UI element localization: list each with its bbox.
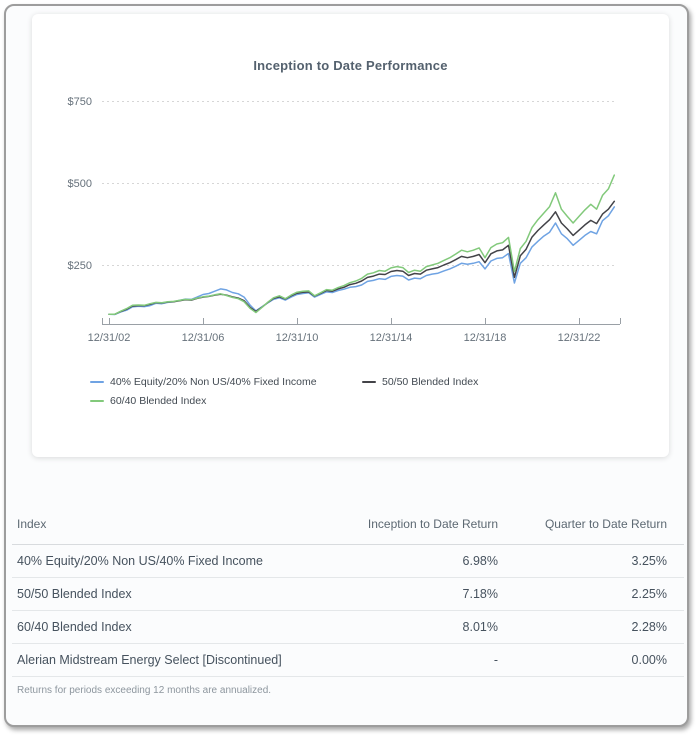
legend-item-label: 50/50 Blended Index [382,375,479,388]
col-header-inception-return: Inception to Date Return [328,511,498,545]
legend-dash-icon [362,380,376,383]
chart-legend: 40% Equity/20% Non US/40% Fixed Income 50… [90,372,650,410]
index-name-cell: 60/40 Blended Index [12,610,328,644]
x-axis-label: 12/31/22 [558,332,601,344]
table-row: Alerian Midstream Energy Select [Discont… [12,643,684,677]
x-axis-label: 12/31/14 [370,332,413,344]
return-value-cell: 3.25% [498,544,684,578]
table-header-row: Index Inception to Date Return Quarter t… [12,511,684,545]
legend-item-label: 40% Equity/20% Non US/40% Fixed Income [110,375,317,388]
index-name-cell: 40% Equity/20% Non US/40% Fixed Income [12,544,328,578]
chart-title: Inception to Date Performance [253,58,448,73]
y-axis-label: $750 [68,96,92,108]
performance-chart-card: Inception to Date Performance $250 $500 $7… [32,14,669,457]
series-line-60-40-blended-index [108,174,616,315]
return-value-cell: 2.25% [498,577,684,611]
legend-dash-icon [90,380,104,383]
legend-item-label: 60/40 Blended Index [110,394,207,407]
returns-table: Index Inception to Date Return Quarter t… [12,511,684,677]
report-window: Inception to Date Performance $250 $500 $7… [4,4,689,727]
index-name-cell: 50/50 Blended Index [12,577,328,611]
returns-table-section: Index Inception to Date Return Quarter t… [12,511,684,696]
x-axis-label: 12/31/18 [464,332,507,344]
y-axis-label: $250 [68,260,92,272]
table-footnote: Returns for periods exceeding 12 months … [17,685,272,696]
table-row: 60/40 Blended Index 8.01% 2.28% [12,610,684,644]
legend-dash-icon [90,399,104,402]
return-value-cell: 6.98% [328,544,498,578]
legend-item-60-40-blended-index[interactable]: 60/40 Blended Index [90,391,362,410]
col-header-quarter-return: Quarter to Date Return [498,511,684,545]
x-axis-label: 12/31/06 [182,332,225,344]
return-value-cell: 2.28% [498,610,684,644]
index-name-cell: Alerian Midstream Energy Select [Discont… [12,643,328,677]
col-header-index: Index [12,511,328,545]
return-value-cell: - [328,643,498,677]
return-value-cell: 7.18% [328,577,498,611]
table-row: 50/50 Blended Index 7.18% 2.25% [12,577,684,611]
y-axis-label: $500 [68,178,92,190]
performance-chart: $250 $500 $750 12/31/02 12/31/06 12/31/10 12/3… [68,96,621,344]
series-line-40-equity-20-non-us-40-fixed-income [108,206,616,316]
table-row: 40% Equity/20% Non US/40% Fixed Income 6.… [12,544,684,578]
return-value-cell: 0.00% [498,643,684,677]
x-axis-label: 12/31/02 [88,332,131,344]
legend-item-40-equity-20-non-us-40-fixed-income[interactable]: 40% Equity/20% Non US/40% Fixed Income [90,372,362,391]
x-axis-label: 12/31/10 [276,332,319,344]
legend-item-50-50-blended-index[interactable]: 50/50 Blended Index [362,372,634,391]
return-value-cell: 8.01% [328,610,498,644]
